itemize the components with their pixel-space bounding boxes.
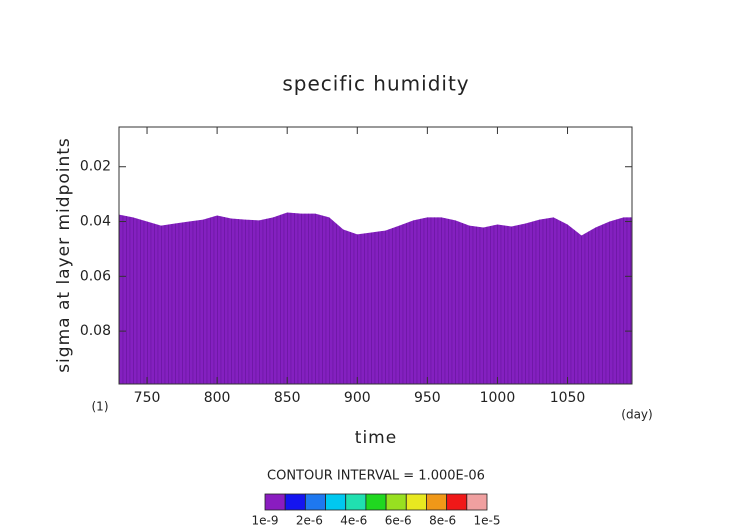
colorbar-label: 4e-6 (340, 514, 367, 528)
colorbar-box (284, 493, 306, 511)
colorbar-box (446, 493, 468, 511)
x-tick-label: 950 (414, 390, 441, 406)
x-tick-label: 750 (134, 390, 161, 406)
x-tick-label: 1050 (550, 390, 586, 406)
colorbar-box (426, 493, 448, 511)
y-tick-label: 0.06 (80, 268, 111, 284)
colorbar-box (264, 493, 286, 511)
chart-title: specific humidity (282, 72, 469, 96)
colorbar-label: 8e-6 (429, 514, 456, 528)
area-texture (119, 212, 632, 384)
level-label: (1) (92, 400, 109, 414)
x-tick-label: 850 (274, 390, 301, 406)
colorbar-label: 6e-6 (385, 514, 412, 528)
colorbar-box (325, 493, 347, 511)
colorbar-box (405, 493, 427, 511)
x-axis-title: time (355, 428, 397, 448)
colorbar-box (466, 493, 488, 511)
colorbar-box (304, 493, 326, 511)
plot-frame (118, 126, 633, 385)
y-tick-label: 0.08 (80, 323, 111, 339)
x-tick-label: 1000 (480, 390, 516, 406)
y-tick-label: 0.02 (80, 159, 111, 175)
colorbar-label: 1e-5 (474, 514, 501, 528)
colorbar-box (385, 493, 407, 511)
colorbar-label: 2e-6 (296, 514, 323, 528)
x-unit: (day) (621, 408, 652, 422)
y-axis-title: sigma at layer midpoints (54, 137, 74, 373)
colorbar-label: 1e-9 (252, 514, 279, 528)
contour-note: CONTOUR INTERVAL = 1.000E-06 (267, 469, 485, 484)
colorbar-box (365, 493, 387, 511)
x-tick-label: 800 (204, 390, 231, 406)
y-tick-label: 0.04 (80, 214, 111, 230)
colorbar-box (345, 493, 367, 511)
x-tick-label: 900 (344, 390, 371, 406)
